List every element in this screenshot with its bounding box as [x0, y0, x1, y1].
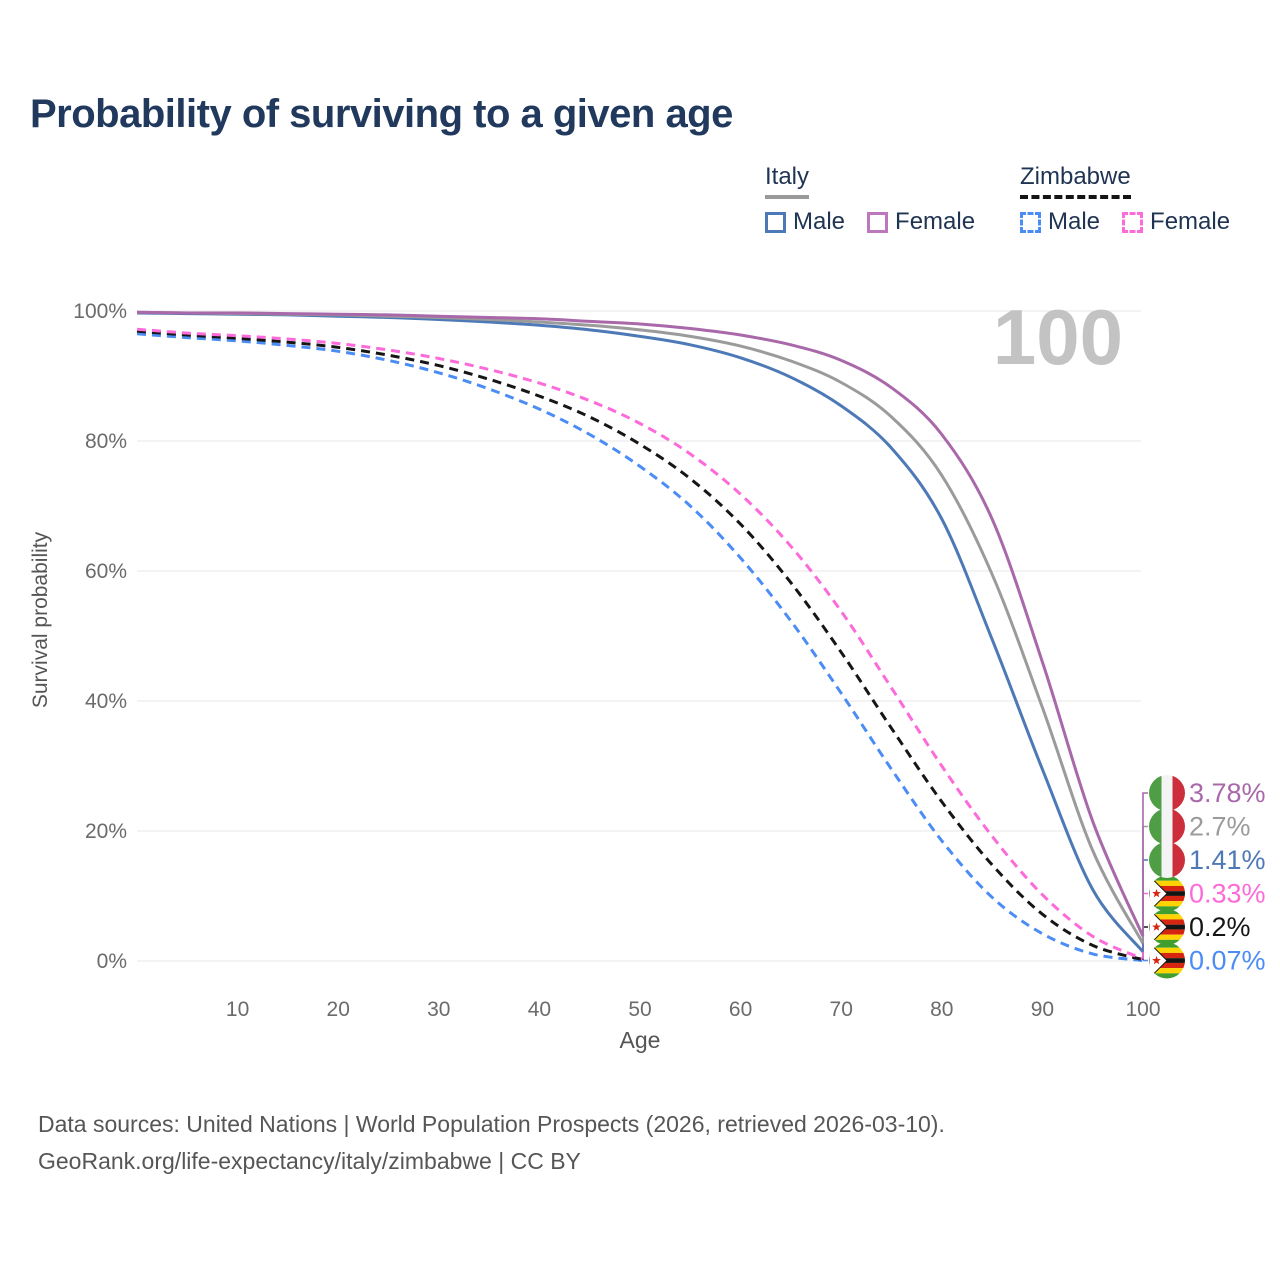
x-tick-label: 70: [830, 998, 853, 1021]
italy-male-swatch-icon: [765, 211, 786, 233]
legend-item-label: Female: [895, 208, 976, 235]
x-tick-label: 10: [226, 998, 249, 1021]
series-layer: [136, 310, 1145, 962]
survival-curve-italy-both: [136, 310, 1145, 945]
survival-curve-italy-male: [136, 311, 1145, 953]
legend-item-zimbabwe-female[interactable]: Female: [1122, 208, 1230, 236]
zimbabwe-flag-icon: [1149, 943, 1185, 979]
y-tick-label: 20%: [85, 820, 127, 843]
y-tick-label: 40%: [85, 690, 127, 713]
zimbabwe-female-swatch-icon: [1122, 211, 1144, 233]
survival-curve-zimbabwe-male: [136, 332, 1144, 962]
page-title: Probability of surviving to a given age: [30, 92, 733, 136]
end-label-value: 1.41%: [1189, 845, 1266, 875]
survival-curve-italy-female: [136, 310, 1145, 938]
footer: Data sources: United Nations | World Pop…: [38, 1106, 945, 1180]
axis-layer: 0% 20% 40% 60% 80% 100% 10 20 30 40 50 60 70 80 90 100: [73, 300, 1160, 1021]
end-label-layer: 0.07% 0.2%0.33% 1.41%2.7% 3.78%: [1142, 775, 1266, 979]
legend-item-label: Male: [1048, 208, 1101, 235]
legend-title-zimbabwe: Zimbabwe: [1020, 163, 1131, 199]
italy-flag-icon: [1149, 842, 1185, 878]
end-label-value: 0.2%: [1189, 912, 1251, 942]
x-tick-label: 50: [628, 998, 651, 1021]
x-tick-label: 60: [729, 998, 752, 1021]
y-tick-label: 100%: [73, 300, 127, 323]
legend-title-italy: Italy: [765, 163, 810, 199]
x-tick-label: 30: [427, 998, 450, 1021]
data-sources-line: Data sources: United Nations | World Pop…: [38, 1111, 945, 1137]
zimbabwe-flag-icon: [1149, 876, 1185, 912]
y-tick-label: 80%: [85, 430, 127, 453]
survival-curve-zimbabwe-both: [136, 329, 1144, 962]
italy-female-swatch-icon: [867, 211, 889, 233]
x-tick-label: 90: [1031, 998, 1054, 1021]
legend-item-italy-male[interactable]: Male: [765, 208, 845, 236]
italy-flag-icon: [1149, 775, 1185, 811]
zimbabwe-male-swatch-icon: [1020, 211, 1041, 233]
italy-flag-icon: [1149, 809, 1185, 845]
y-tick-label: 60%: [85, 560, 127, 583]
x-axis-title: Age: [620, 1027, 661, 1053]
x-tick-label: 20: [327, 998, 350, 1021]
end-label-value: 0.07%: [1189, 946, 1266, 976]
end-label-value: 0.33%: [1189, 879, 1266, 909]
grid-layer: [137, 310, 1141, 962]
x-tick-label: 80: [930, 998, 953, 1021]
legend-group-italy: Italy Male Female: [765, 163, 975, 236]
age-watermark: 100: [993, 293, 1123, 381]
y-axis-title: Survival probability: [29, 531, 52, 708]
x-tick-label: 100: [1125, 998, 1160, 1021]
legend-item-label: Female: [1150, 208, 1231, 235]
y-tick-label: 0%: [97, 950, 127, 973]
zimbabwe-flag-icon: [1149, 909, 1185, 945]
end-label-value: 3.78%: [1189, 778, 1266, 808]
end-label-leader: [1142, 792, 1148, 937]
end-label-value: 2.7%: [1189, 812, 1251, 842]
attribution-line: GeoRank.org/life-expectancy/italy/zimbab…: [38, 1148, 581, 1174]
legend-item-zimbabwe-male[interactable]: Male: [1020, 208, 1100, 236]
legend-item-italy-female[interactable]: Female: [867, 208, 975, 236]
legend-group-zimbabwe: Zimbabwe Male Female: [1020, 163, 1230, 236]
legend-item-label: Male: [793, 208, 846, 235]
x-tick-label: 40: [528, 998, 551, 1021]
